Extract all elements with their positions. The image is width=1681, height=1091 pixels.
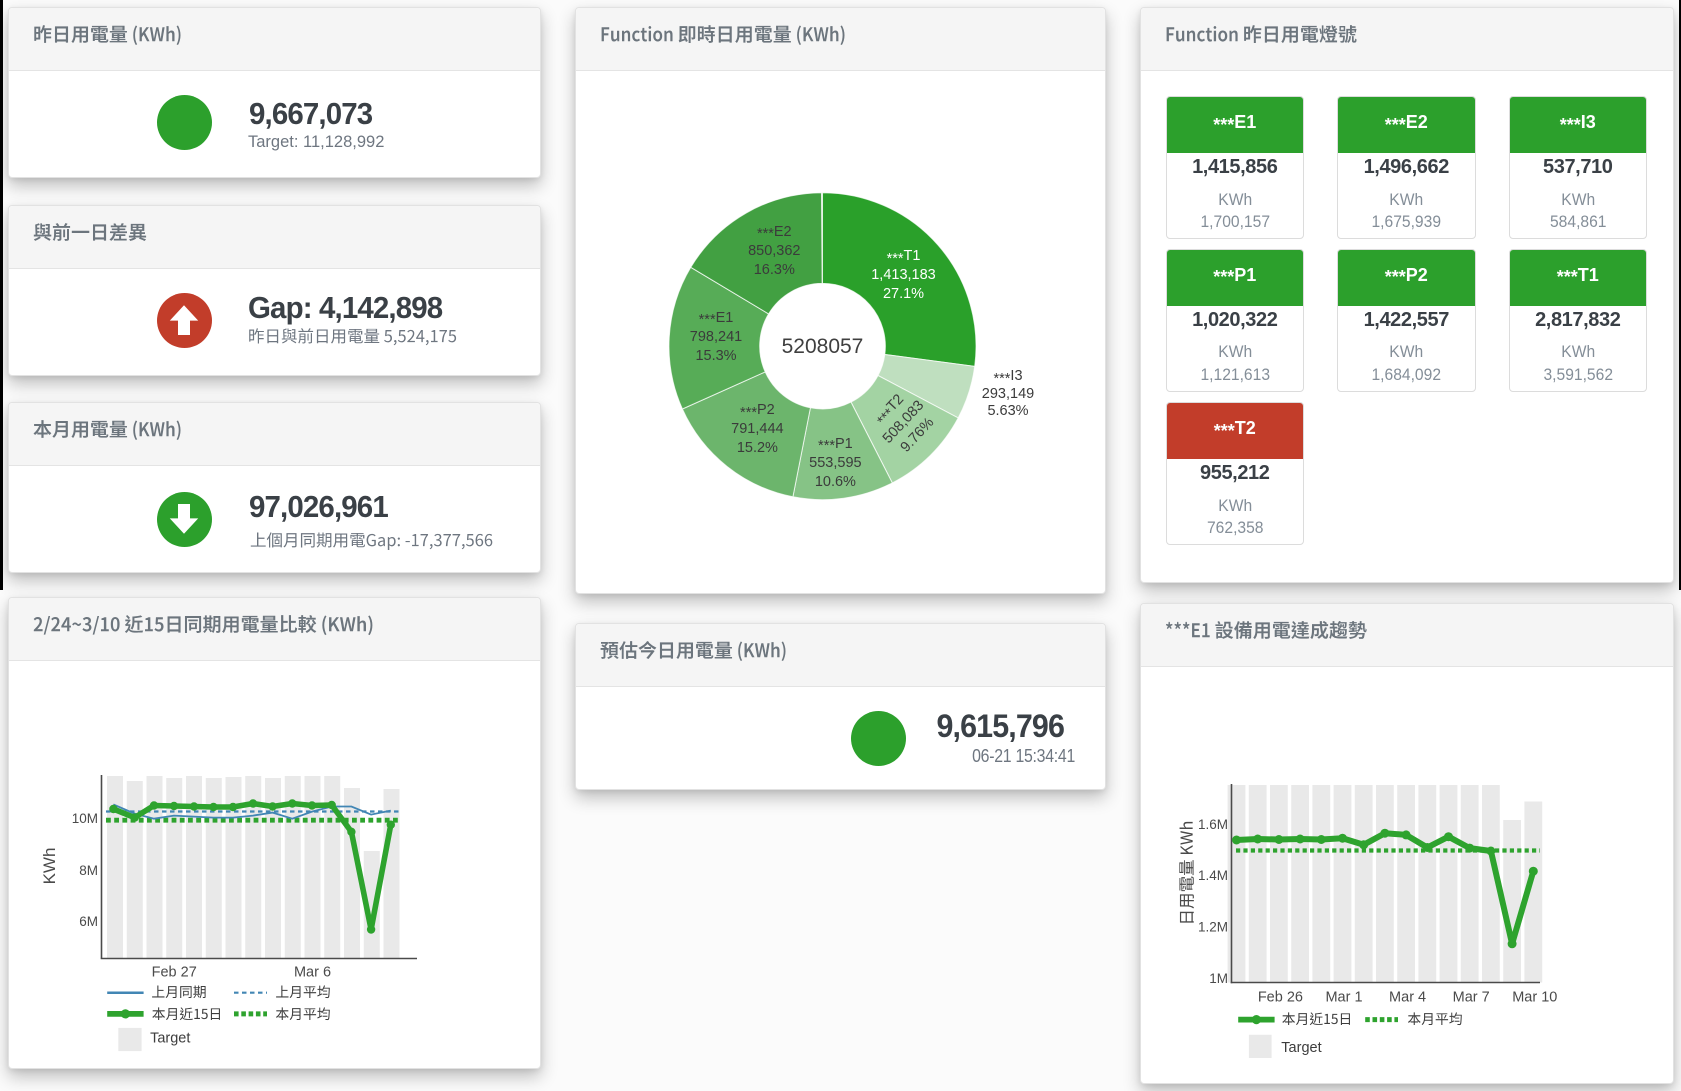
- svg-text:6M: 6M: [79, 914, 98, 929]
- svg-text:1.2M: 1.2M: [1198, 919, 1228, 934]
- svg-text:Mar 7: Mar 7: [1453, 990, 1490, 1006]
- svg-text:8M: 8M: [79, 863, 98, 878]
- svg-text:Mar 4: Mar 4: [1389, 990, 1426, 1006]
- svg-text:Mar 6: Mar 6: [294, 965, 331, 981]
- svg-text:Target: Target: [1281, 1040, 1321, 1056]
- svg-text:10M: 10M: [72, 811, 98, 826]
- svg-text:Mar 10: Mar 10: [1512, 990, 1557, 1006]
- svg-text:Feb 26: Feb 26: [1258, 990, 1303, 1006]
- svg-text:Mar 1: Mar 1: [1325, 990, 1362, 1006]
- svg-text:1M: 1M: [1209, 971, 1228, 986]
- svg-text:1.6M: 1.6M: [1198, 817, 1228, 832]
- svg-text:5208057: 5208057: [782, 335, 864, 358]
- svg-text:Feb 27: Feb 27: [152, 965, 197, 981]
- svg-text:1.4M: 1.4M: [1198, 868, 1228, 883]
- svg-text:Target: Target: [150, 1031, 190, 1047]
